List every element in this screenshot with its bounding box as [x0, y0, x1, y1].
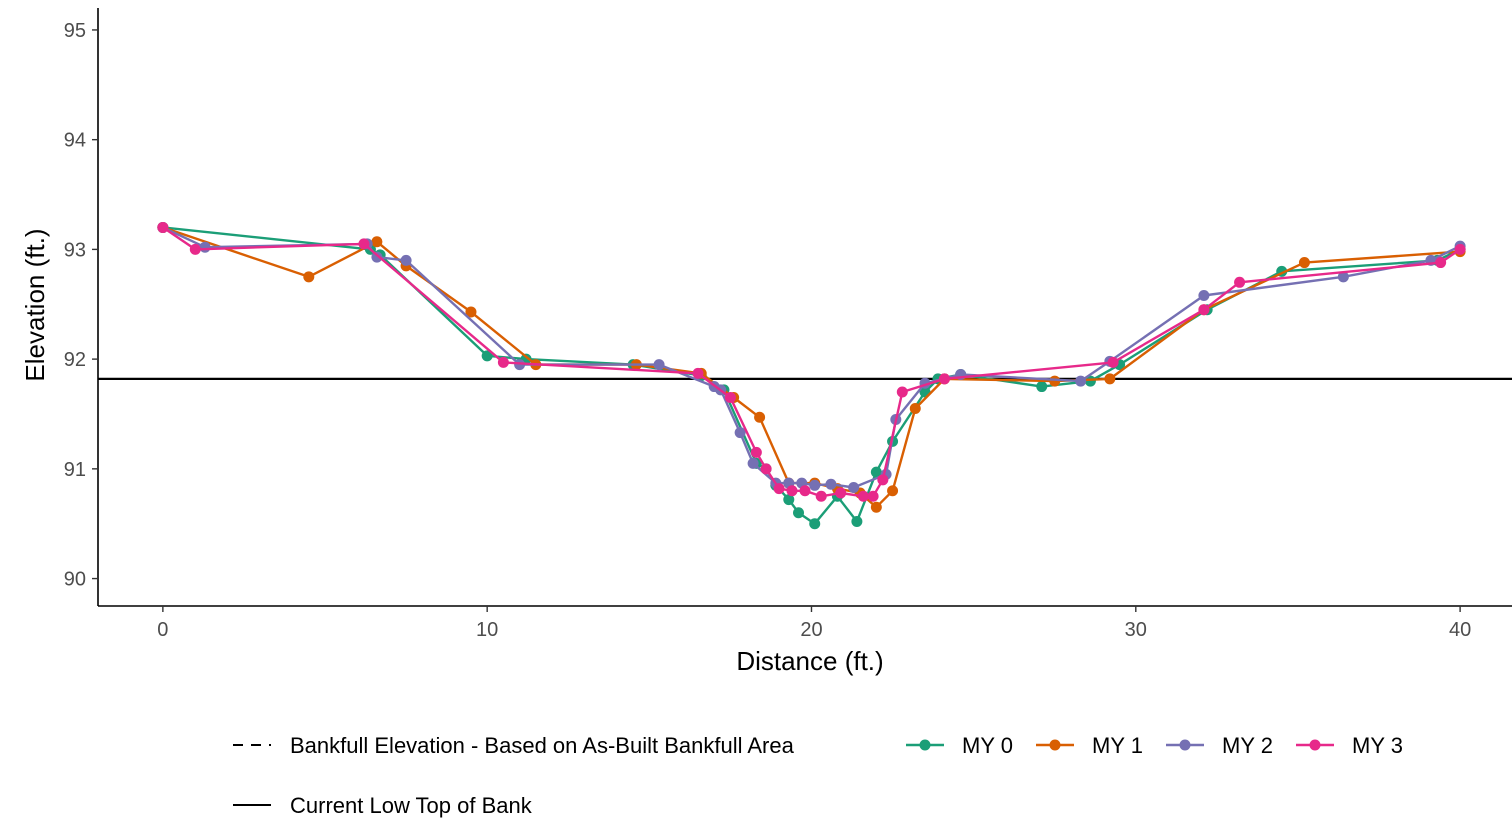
- data-point-my-2: [1337, 271, 1349, 283]
- data-point-my-3: [750, 446, 762, 458]
- data-point-my-0: [793, 507, 805, 519]
- data-point-my-3: [1435, 257, 1447, 269]
- y-tick-label: 95: [64, 20, 86, 42]
- data-point-my-0: [1036, 381, 1048, 393]
- y-ticks: 90 91 92 93 94 95: [64, 20, 98, 591]
- series-layer: [157, 221, 1466, 530]
- data-point-my-3: [896, 386, 908, 398]
- data-point-my-3: [692, 367, 704, 379]
- data-point-my-2: [514, 359, 526, 371]
- data-point-my-3: [189, 243, 201, 255]
- legend-item-my-3: MY 3: [1296, 733, 1403, 758]
- data-point-my-2: [848, 481, 860, 493]
- data-point-my-3: [760, 463, 772, 475]
- legend-label-bankfull: Bankfull Elevation - Based on As-Built B…: [290, 733, 795, 758]
- legend-item-my-2: MY 2: [1166, 733, 1273, 758]
- data-point-my-1: [887, 485, 899, 497]
- data-point-my-1: [1104, 373, 1116, 385]
- data-point-my-3: [877, 474, 889, 486]
- x-tick-label: 40: [1449, 619, 1471, 641]
- data-point-my-3: [1198, 304, 1210, 316]
- x-axis-title: Distance (ft.): [736, 646, 883, 676]
- data-point-my-3: [1454, 243, 1466, 255]
- series-my-1: [157, 221, 1466, 513]
- data-point-my-1: [371, 236, 383, 248]
- data-point-my-3: [1234, 276, 1246, 288]
- data-point-my-3: [773, 483, 785, 495]
- data-point-my-2: [653, 359, 665, 371]
- data-point-my-3: [497, 356, 509, 368]
- legend-key-point: [1179, 739, 1191, 751]
- legend-label-my-1: MY 1: [1092, 733, 1143, 758]
- y-tick-label: 93: [64, 239, 86, 261]
- legend-item-my-0: MY 0: [906, 733, 1013, 758]
- data-point-my-3: [1107, 356, 1119, 368]
- data-point-my-3: [867, 490, 879, 502]
- data-point-my-0: [870, 466, 882, 478]
- y-tick-label: 92: [64, 349, 86, 371]
- legend-key-point: [919, 739, 931, 751]
- data-point-my-3: [358, 238, 370, 250]
- legend-label-my-0: MY 0: [962, 733, 1013, 758]
- y-tick-label: 90: [64, 569, 86, 591]
- data-point-my-2: [825, 478, 837, 490]
- data-point-my-1: [1298, 257, 1310, 269]
- x-ticks: 0 10 20 30 40: [157, 606, 1471, 641]
- data-point-my-3: [857, 490, 869, 502]
- series-my-3: [157, 221, 1466, 502]
- data-point-my-1: [909, 402, 921, 414]
- data-point-my-3: [799, 485, 811, 497]
- x-tick-label: 0: [157, 619, 168, 641]
- series-my-2: [157, 221, 1466, 493]
- data-point-my-0: [481, 350, 493, 362]
- legend: Bankfull Elevation - Based on As-Built B…: [233, 733, 1403, 818]
- x-tick-label: 20: [800, 619, 822, 641]
- x-tick-label: 30: [1125, 619, 1147, 641]
- data-point-my-2: [747, 457, 759, 469]
- data-point-my-2: [400, 254, 412, 266]
- data-point-my-2: [1075, 375, 1087, 387]
- data-point-my-2: [1198, 289, 1210, 301]
- data-point-my-0: [851, 516, 863, 528]
- legend-item-my-1: MY 1: [1036, 733, 1143, 758]
- data-point-my-3: [835, 487, 847, 499]
- legend-key-point: [1309, 739, 1321, 751]
- legend-label-low-top-of-bank: Current Low Top of Bank: [290, 793, 533, 818]
- data-point-my-1: [754, 411, 766, 423]
- data-point-my-2: [199, 241, 211, 253]
- series-legend: MY 0 MY 1 MY 2 MY 3: [906, 733, 1403, 758]
- data-point-my-1: [303, 271, 315, 283]
- series-line-my-1: [162, 226, 1461, 509]
- data-point-my-2: [809, 479, 821, 491]
- data-point-my-0: [809, 518, 821, 530]
- series-line-my-2: [162, 226, 1461, 489]
- data-point-my-1: [465, 306, 477, 318]
- legend-key-point: [1049, 739, 1061, 751]
- data-point-my-1: [1049, 375, 1061, 387]
- series-line-my-3: [162, 226, 1461, 498]
- legend-label-my-3: MY 3: [1352, 733, 1403, 758]
- data-point-my-3: [815, 490, 827, 502]
- data-point-my-0: [1084, 375, 1096, 387]
- data-point-my-3: [786, 485, 798, 497]
- y-tick-label: 94: [64, 130, 86, 152]
- series-line-my-0: [162, 226, 1461, 525]
- data-point-my-2: [371, 251, 383, 263]
- data-point-my-3: [724, 392, 736, 404]
- data-point-my-1: [870, 501, 882, 513]
- y-axis-title: Elevation (ft.): [20, 228, 50, 381]
- data-point-my-3: [157, 221, 169, 233]
- data-point-my-3: [938, 373, 950, 385]
- data-point-my-0: [783, 494, 795, 506]
- data-point-my-2: [734, 427, 746, 439]
- legend-label-my-2: MY 2: [1222, 733, 1273, 758]
- y-tick-label: 91: [64, 459, 86, 481]
- x-tick-label: 10: [476, 619, 498, 641]
